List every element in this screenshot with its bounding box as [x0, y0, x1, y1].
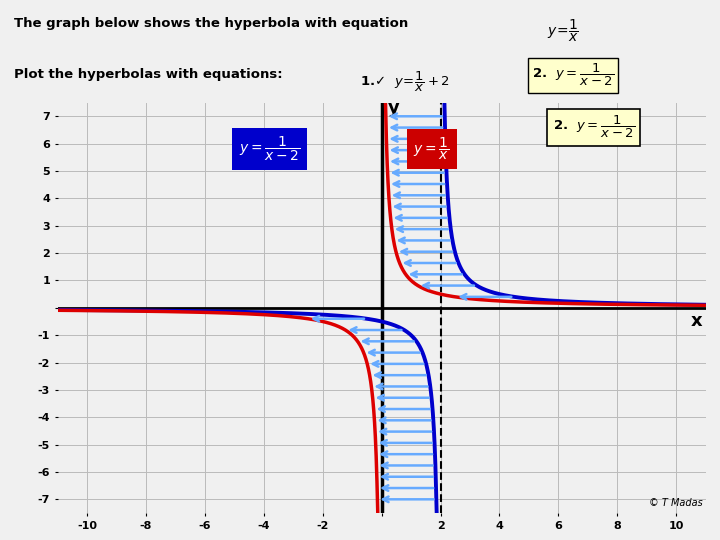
Text: x: x: [691, 313, 703, 330]
Text: $y = \dfrac{1}{x-2}$: $y = \dfrac{1}{x-2}$: [239, 135, 300, 163]
Text: 1.$\checkmark$  $y \!=\! \dfrac{1}{x} + 2$: 1.$\checkmark$ $y \!=\! \dfrac{1}{x} + 2…: [360, 70, 450, 94]
Text: $y = \dfrac{1}{x}$: $y = \dfrac{1}{x}$: [413, 136, 450, 163]
Text: © T Madas: © T Madas: [649, 497, 703, 508]
Text: 2.  $y = \dfrac{1}{x-2}$: 2. $y = \dfrac{1}{x-2}$: [532, 62, 614, 89]
Text: The graph below shows the hyperbola with equation: The graph below shows the hyperbola with…: [14, 17, 409, 30]
Text: $y \!=\! \dfrac{1}{x}$: $y \!=\! \dfrac{1}{x}$: [547, 17, 579, 44]
Text: 2.  $y = \dfrac{1}{x-2}$: 2. $y = \dfrac{1}{x-2}$: [553, 114, 635, 140]
Text: Plot the hyperbolas with equations:: Plot the hyperbolas with equations:: [14, 68, 283, 81]
Text: y: y: [387, 99, 400, 117]
